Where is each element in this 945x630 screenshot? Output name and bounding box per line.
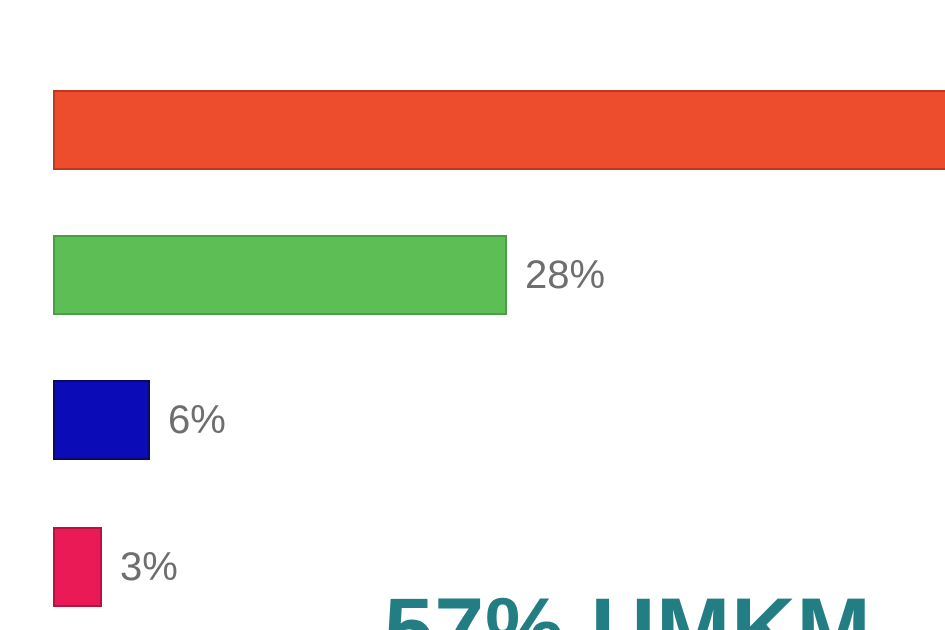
bar-segment-green [53, 235, 507, 315]
overlay-caption: 57% UMKM [384, 579, 872, 630]
bar-row-blue: 6% [53, 380, 226, 460]
bar-segment-orange [53, 90, 945, 170]
bar-value-label: 3% [120, 545, 178, 589]
bar-value-label: 28% [525, 253, 606, 297]
bar-row-green: 28% [53, 235, 605, 315]
bar-segment-pink [53, 527, 102, 607]
bar-row-pink: 3% [53, 527, 178, 607]
bar-value-label: 6% [168, 398, 226, 442]
bar-row-orange [53, 90, 945, 170]
bar-segment-blue [53, 380, 150, 460]
